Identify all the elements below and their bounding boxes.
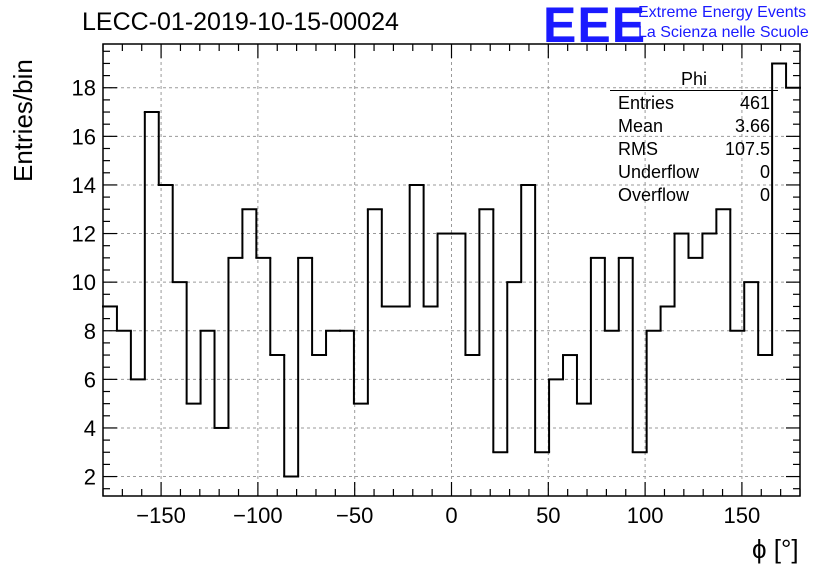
stats-value: 107.5	[724, 139, 770, 159]
stats-label: Overflow	[618, 185, 690, 205]
stats-label: Mean	[618, 116, 664, 136]
stats-value: 461	[739, 93, 770, 113]
logo-caption-line1: Extreme Energy Events	[638, 4, 807, 21]
stats-label: Entries	[618, 93, 675, 113]
x-tick-label: 100	[627, 503, 664, 528]
logo-caption-line2: La Scienza nelle Scuole	[638, 24, 809, 41]
x-tick-label: −50	[336, 503, 373, 528]
tick-labels: −150 −100 −50 0 50 100 150 2 4 6 8 10 12 14 16 18	[72, 76, 761, 528]
y-tick-label: 16	[72, 124, 96, 149]
stats-row: Mean 3.66	[610, 115, 778, 138]
x-tick-label: −150	[136, 503, 186, 528]
x-tick-label: 0	[445, 503, 457, 528]
stats-value: 3.66	[734, 116, 770, 136]
chart-title: LECC-01-2019-10-15-00024	[82, 8, 399, 36]
y-axis-label: Entries/bin	[8, 59, 38, 182]
stats-row: Underflow 0	[610, 161, 778, 184]
y-tick-label: 2	[84, 465, 96, 490]
stats-row: Entries 461	[610, 92, 778, 115]
stats-value: 0	[759, 162, 770, 182]
x-tick-label: 150	[724, 503, 761, 528]
y-tick-label: 18	[72, 76, 96, 101]
stats-value: 0	[759, 185, 770, 205]
stats-label: RMS	[618, 139, 658, 159]
y-tick-label: 10	[72, 270, 96, 295]
stats-row: Overflow 0	[610, 184, 778, 207]
y-tick-label: 4	[84, 416, 96, 441]
stats-box: Phi Entries 461 Mean 3.66 RMS 107.5 Unde…	[610, 68, 778, 207]
y-tick-label: 14	[72, 173, 96, 198]
axes	[102, 43, 801, 497]
y-tick-label: 12	[72, 222, 96, 247]
histogram-series	[102, 62, 801, 478]
x-tick-label: −100	[233, 503, 283, 528]
y-tick-label: 8	[84, 319, 96, 344]
stats-row: RMS 107.5	[610, 138, 778, 161]
x-tick-label: 50	[536, 503, 560, 528]
y-tick-label: 6	[84, 367, 96, 392]
eee-logo: EEE	[543, 0, 647, 53]
x-axis-label: ϕ [°]	[752, 534, 799, 564]
stats-label: Underflow	[618, 162, 700, 182]
stats-box-title: Phi	[610, 68, 778, 91]
